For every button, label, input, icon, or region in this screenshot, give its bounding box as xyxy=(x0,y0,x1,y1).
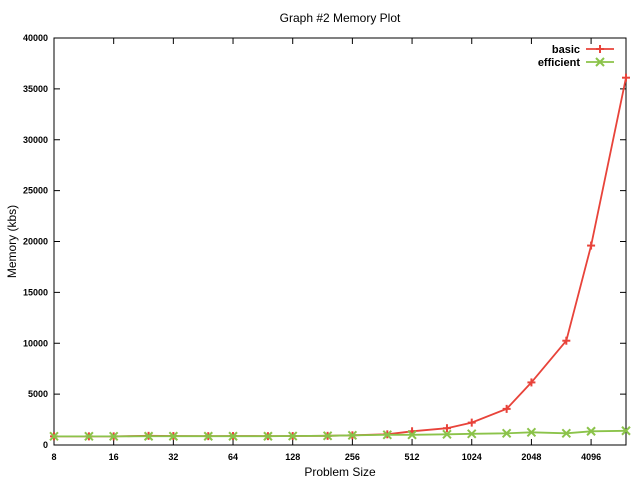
data-point-efficient xyxy=(84,431,94,442)
data-point-efficient xyxy=(168,431,179,441)
marker-stroke xyxy=(561,428,572,439)
marker-stroke xyxy=(526,427,537,437)
data-point-basic xyxy=(502,404,511,413)
series-line-efficient xyxy=(54,429,627,438)
legend-entry-efficient: efficient xyxy=(538,57,614,69)
data-point-efficient xyxy=(501,428,512,439)
data-point-efficient xyxy=(561,428,572,439)
marker-stroke xyxy=(407,430,417,440)
marker-stroke xyxy=(288,431,298,441)
marker-stroke xyxy=(203,431,213,441)
x-tick-label: 16 xyxy=(109,452,119,462)
data-point-efficient xyxy=(49,431,59,442)
y-tick-label: 5000 xyxy=(28,389,48,399)
x-tick-label: 4096 xyxy=(581,452,601,462)
data-point-efficient xyxy=(263,431,273,441)
marker-stroke xyxy=(347,430,358,441)
x-tick-label: 2048 xyxy=(521,452,541,462)
data-point-efficient xyxy=(467,429,477,439)
data-point-efficient xyxy=(586,426,596,436)
data-point-efficient xyxy=(322,431,333,441)
marker-stroke xyxy=(49,431,59,442)
data-point-basic xyxy=(527,378,536,387)
legend-marker xyxy=(596,45,604,53)
y-axis-label: Memory (kbs) xyxy=(5,205,19,278)
marker-stroke xyxy=(84,431,94,442)
data-point-efficient xyxy=(407,430,417,440)
y-tick-label: 35000 xyxy=(23,84,48,94)
marker-stroke xyxy=(442,429,452,440)
data-point-efficient xyxy=(203,431,213,441)
legend-entry-basic: basic xyxy=(552,44,614,56)
data-point-efficient xyxy=(526,427,537,437)
y-tick-label: 10000 xyxy=(23,338,48,348)
marker-stroke xyxy=(228,431,238,441)
y-tick-label: 20000 xyxy=(23,237,48,247)
marker-stroke xyxy=(263,431,273,441)
x-tick-label: 128 xyxy=(285,452,300,462)
marker-stroke xyxy=(168,431,179,441)
marker-stroke xyxy=(501,428,512,439)
y-tick-label: 30000 xyxy=(23,135,48,145)
data-point-basic xyxy=(467,418,476,427)
x-tick-label: 512 xyxy=(405,452,420,462)
data-point-efficient xyxy=(442,429,452,440)
series-efficient xyxy=(49,426,631,442)
data-point-efficient xyxy=(382,430,392,440)
y-axis-ticks: 0 5000 10000 15000 20000 25000 30000 35000 40000 xyxy=(23,33,626,450)
data-point-basic xyxy=(442,424,451,433)
data-point-efficient xyxy=(228,431,238,441)
legend-label: basic xyxy=(552,44,580,56)
marker-stroke xyxy=(595,57,605,67)
data-point-efficient xyxy=(621,426,631,436)
x-tick-label: 64 xyxy=(228,452,238,462)
plot-frame xyxy=(53,37,627,446)
data-point-basic xyxy=(587,241,596,250)
marker-stroke xyxy=(382,430,392,440)
legend-marker xyxy=(595,57,605,67)
data-point-basic xyxy=(622,73,630,82)
marker-stroke xyxy=(467,429,477,439)
x-tick-label: 32 xyxy=(168,452,178,462)
marker-stroke xyxy=(322,431,333,441)
data-point-efficient xyxy=(108,431,119,442)
data-point-basic xyxy=(562,336,571,345)
x-axis-label: Problem Size xyxy=(304,465,376,479)
y-tick-label: 25000 xyxy=(23,186,48,196)
marker-stroke xyxy=(143,431,154,441)
marker-stroke xyxy=(621,426,631,436)
y-tick-label: 0 xyxy=(43,440,48,450)
legend-label: efficient xyxy=(538,57,581,69)
data-point-efficient xyxy=(143,431,154,441)
series-layer xyxy=(49,73,631,442)
x-tick-label: 1024 xyxy=(462,452,482,462)
data-point-efficient xyxy=(288,431,298,441)
chart-title: Graph #2 Memory Plot xyxy=(280,11,401,25)
x-tick-label: 8 xyxy=(51,452,56,462)
x-tick-label: 256 xyxy=(345,452,360,462)
y-tick-label: 15000 xyxy=(23,287,48,297)
marker-stroke xyxy=(108,431,119,442)
marker-stroke xyxy=(586,426,596,436)
data-point-efficient xyxy=(347,430,358,441)
y-tick-label: 40000 xyxy=(23,33,48,43)
